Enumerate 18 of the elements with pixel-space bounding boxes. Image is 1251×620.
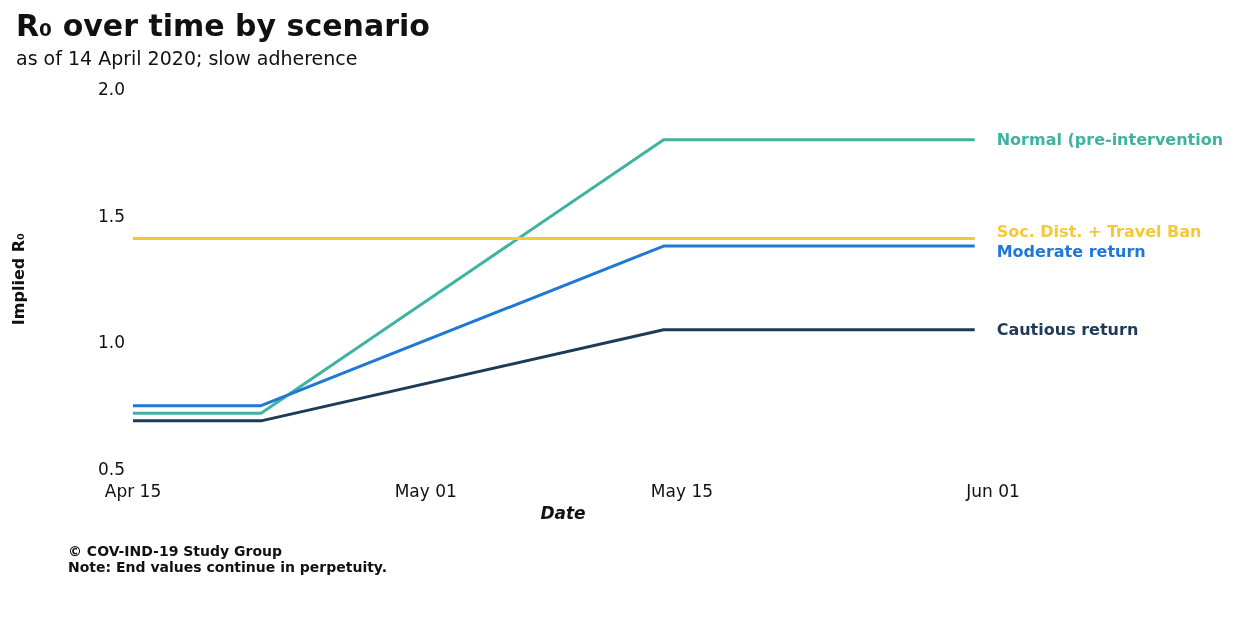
chart-subtitle: as of 14 April 2020; slow adherence <box>16 47 359 69</box>
y-tick-label: 0.5 <box>97 459 125 480</box>
x-tick-label: May 15 <box>650 481 714 502</box>
series-label: Normal (pre-intervention <box>996 129 1224 149</box>
x-tick-label: Apr 15 <box>104 481 162 502</box>
text: Note: End values continue in perpetuity. <box>68 559 389 575</box>
text: © COV-IND-19 Study Group <box>68 543 284 559</box>
series-label: Moderate return <box>996 242 1146 262</box>
y-tick-label: 2.0 <box>97 79 125 100</box>
x-tick-label: May 01 <box>394 481 457 502</box>
x-tick-label: Jun 01 <box>965 481 1020 502</box>
series-label: Cautious return <box>996 319 1139 339</box>
y-tick-label: 1.0 <box>97 332 125 353</box>
y-axis-title: Implied R₀ <box>8 232 28 326</box>
y-tick-label: 1.5 <box>97 205 125 226</box>
x-axis-title: Date <box>540 503 586 523</box>
chart-title: R₀ over time by scenario <box>16 8 431 43</box>
series-label: Soc. Dist. + Travel Ban <box>996 222 1202 242</box>
